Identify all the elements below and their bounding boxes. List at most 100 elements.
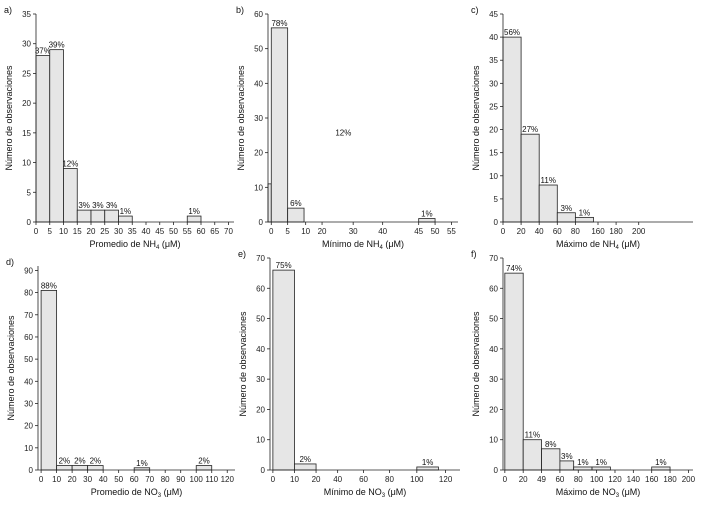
x-tick-label: 20 [87, 227, 96, 236]
y-tick-label: 50 [254, 45, 263, 54]
y-tick-label: 40 [24, 377, 33, 386]
bar-percent-label: 1% [422, 458, 434, 467]
y-tick-label: 20 [24, 422, 33, 431]
y-tick-label: 20 [22, 99, 31, 108]
y-tick-label: 50 [489, 315, 498, 324]
y-tick-label: 15 [489, 149, 498, 158]
panel-label: b) [236, 5, 244, 15]
x-tick-label: 80 [385, 475, 394, 484]
bar-percent-label: 2% [74, 457, 86, 466]
y-tick-label: 40 [489, 345, 498, 354]
y-tick-label: 0 [261, 466, 266, 475]
bar-percent-label: 12% [62, 160, 78, 169]
y-tick-label: 45 [489, 10, 498, 19]
y-axis-label: Número de observaciones [236, 65, 246, 171]
y-tick-label: 20 [489, 405, 498, 414]
bar [87, 465, 104, 471]
x-tick-label: 40 [142, 227, 151, 236]
bar-percent-label: 1% [579, 208, 591, 217]
x-tick-label: 20 [519, 475, 528, 484]
x-axis-label-subscript: 4 [156, 245, 160, 251]
bar-percent-label: 2% [90, 457, 102, 466]
x-axis-label-subscript: 4 [379, 245, 383, 251]
bar-percent-label: 11% [541, 176, 556, 185]
bar-percent-label: 39% [49, 41, 65, 50]
x-tick-label: 45 [155, 227, 164, 236]
x-axis-label: Promedio de NO3 (μM) [91, 487, 183, 499]
y-tick-label: 90 [24, 266, 33, 275]
x-tick-label: 200 [682, 475, 696, 484]
x-tick-label: 160 [645, 475, 659, 484]
bar [538, 184, 558, 223]
x-tick-label: 50 [431, 227, 440, 236]
x-axis-label-subscript: 4 [615, 245, 619, 251]
x-tick-label: 110 [205, 475, 218, 484]
chart-panel-5: 75% 2% 1% 0 10 20 30 40 50 60 70 0 10 20 40 60 80 100 120 M… [238, 249, 460, 499]
x-tick-label: 50 [114, 475, 123, 484]
bar [186, 215, 202, 223]
x-tick-label: 65 [210, 227, 219, 236]
y-tick-label: 30 [256, 375, 265, 384]
y-tick-label: 40 [254, 79, 263, 88]
panel-label: e) [238, 249, 246, 259]
x-tick-label: 60 [553, 227, 562, 236]
x-tick-label: 0 [269, 227, 274, 236]
y-tick-label: 25 [22, 69, 31, 78]
annotation-label: 12% [335, 128, 351, 137]
y-tick-label: 10 [489, 172, 498, 181]
x-axis-label-main: Promedio de NH [89, 239, 156, 249]
x-tick-label: 0 [501, 227, 506, 236]
bar [71, 465, 89, 471]
y-tick-label: 0 [29, 466, 34, 475]
y-tick-label: 25 [489, 102, 498, 111]
y-axis-label: Número de observaciones [6, 315, 16, 421]
x-tick-label: 120 [221, 475, 235, 484]
bar [556, 212, 576, 223]
x-axis-label-main: Máximo de NO [556, 487, 616, 497]
x-tick-label: 20 [517, 227, 526, 236]
x-tick-label: 5 [285, 227, 290, 236]
x-tick-label: 60 [130, 475, 139, 484]
bar [76, 209, 92, 223]
y-tick-label: 40 [256, 345, 265, 354]
bar [520, 133, 540, 223]
y-tick-label: 35 [489, 56, 498, 65]
x-tick-label: 20 [318, 227, 327, 236]
x-axis-label-main: Máximo de NH [556, 239, 616, 249]
bar-percent-label: 3% [561, 452, 573, 461]
x-tick-label: 40 [535, 227, 544, 236]
x-tick-label: 40 [333, 475, 342, 484]
x-axis-label-main: Mínimo de NO [324, 487, 382, 497]
bar-percent-label: 1% [655, 458, 667, 467]
x-tick-label: 40 [99, 475, 108, 484]
x-tick-label: 10 [59, 227, 68, 236]
x-tick-label: 10 [290, 475, 299, 484]
x-tick-label: 55 [447, 227, 456, 236]
y-tick-label: 60 [256, 284, 265, 293]
x-tick-label: 40 [378, 227, 387, 236]
y-tick-label: 20 [489, 126, 498, 135]
bar [104, 209, 119, 223]
bar-percent-label: 3% [92, 201, 104, 210]
bar-percent-label: 3% [561, 204, 573, 213]
bar-percent-label: 3% [106, 201, 118, 210]
panel-label: d) [6, 257, 14, 267]
x-axis-label-subscript: 3 [616, 493, 620, 499]
x-tick-label: 160 [591, 227, 605, 236]
x-axis-label: Mínimo de NH4 (μM) [322, 239, 404, 251]
bar [573, 466, 593, 471]
x-tick-label: 120 [439, 475, 453, 484]
bar-percent-label: 6% [290, 199, 302, 208]
bar-percent-label: 74% [506, 264, 522, 273]
x-tick-label: 200 [632, 227, 646, 236]
x-axis-label-unit: (μM) [383, 239, 404, 249]
y-tick-label: 50 [256, 315, 265, 324]
y-axis-label: Número de observaciones [4, 65, 14, 171]
x-axis-label: Mínimo de NO3 (μM) [324, 487, 407, 499]
bar [502, 36, 522, 223]
y-tick-label: 10 [256, 436, 265, 445]
y-tick-label: 60 [254, 10, 263, 19]
x-tick-label: 70 [145, 475, 154, 484]
